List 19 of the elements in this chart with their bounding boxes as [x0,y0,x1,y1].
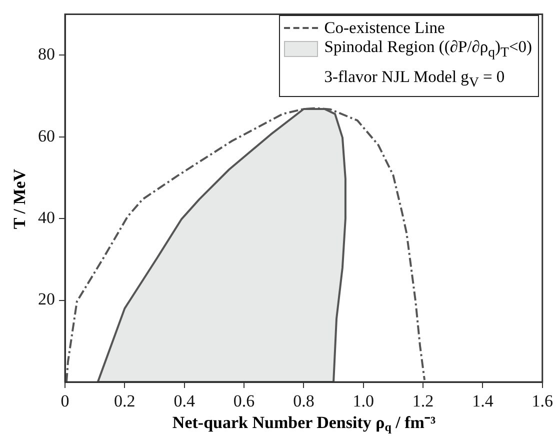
x-tick-label: 0.2 [114,392,136,411]
x-tick-label: 1.0 [352,392,374,411]
y-tick-label: 20 [38,290,55,309]
x-tick-label: 0 [60,392,70,411]
x-axis-title: Net-quark Number Density ρ$_{q}$ / fm⁻³ [171,413,437,434]
annotation: 3-flavor NJL Model g$_{V}$ = 0 [324,67,506,92]
y-axis-title: T / MeV [10,168,30,230]
legend-label: Spinodal Region ((∂P/∂ρ$_{q}$)$_{T}$<0) [324,37,532,62]
y-tick-label: 60 [38,126,55,146]
x-tick-label: 0.4 [174,392,196,411]
legend-label: Co-existence Line [324,18,445,37]
line-series [65,107,426,382]
x-tick-label: 0.8 [293,392,314,411]
x-tick-label: 0.6 [233,392,255,411]
x-tick-label: 1.4 [472,392,494,411]
y-tick-label: 40 [38,208,55,227]
x-tick-label: 1.6 [532,392,553,411]
y-tick-label: 80 [38,44,55,64]
x-tick-label: 1.2 [412,392,434,411]
